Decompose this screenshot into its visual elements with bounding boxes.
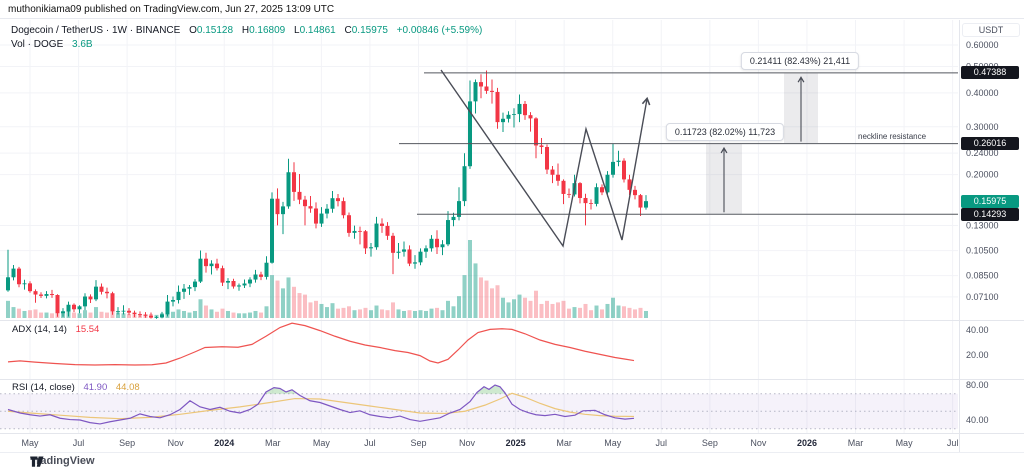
svg-text:40.00: 40.00 [966,325,989,335]
volume-bars [6,240,648,318]
svg-text:2025: 2025 [506,438,526,448]
svg-text:0.08500: 0.08500 [966,271,999,281]
svg-text:Jul: Jul [364,438,376,448]
svg-text:May: May [604,438,622,448]
adx-legend[interactable]: ADX (14, 14) 15.54 [12,324,99,335]
upper-measure-label[interactable]: 0.21411 (82.43%) 21,411 [740,52,860,70]
svg-text:0.20000: 0.20000 [966,170,999,180]
volume-value: 3.6B [72,39,93,50]
lower-measure-label[interactable]: 0.11723 (82.02%) 11,723 [665,123,785,141]
axis-tick-labels[interactable]: May Jul Sep Nov 2024 Mar May Jul Sep Nov 2025 Mar Ma… [21,40,998,448]
adx-title: ADX (14, 14) [12,324,67,335]
open-value: 0.15128 [196,25,234,36]
price-drawings[interactable] [399,69,958,248]
pane-separators [0,20,1024,453]
svg-text:Nov: Nov [459,438,476,448]
svg-text:Mar: Mar [556,438,572,448]
svg-text:0.60000: 0.60000 [966,40,999,50]
low-value: 0.14861 [299,25,336,36]
rsi-ma-value: 44.08 [115,382,140,393]
svg-text:Mar: Mar [265,438,281,448]
svg-text:May: May [21,438,39,448]
svg-text:0.10500: 0.10500 [966,246,999,256]
publish-note: muthonikiama09 published on TradingView.… [0,0,1024,19]
last-price-label: 0.15975 [961,194,1019,208]
currency-axis-header[interactable]: USDT [962,23,1020,37]
price-label-0.47388: 0.47388 [961,66,1019,79]
svg-text:May: May [896,438,914,448]
change-value: +0.00846 (+5.59%) [396,25,483,36]
rsi-band [0,393,958,430]
svg-text:Mar: Mar [848,438,864,448]
svg-text:0.30000: 0.30000 [966,122,999,132]
svg-text:0.40000: 0.40000 [966,88,999,98]
symbol-title[interactable]: Dogecoin / TetherUS · 1W · BINANCE [11,25,181,36]
close-value: 0.15975 [351,25,388,36]
svg-text:May: May [313,438,331,448]
price-label-0.14293: 0.14293 [961,208,1019,221]
svg-text:40.00: 40.00 [966,415,989,425]
indicator-lines [7,322,635,425]
svg-text:Jul: Jul [947,438,959,448]
tradingview-logo-icon [30,456,44,467]
svg-text:Nov: Nov [168,438,185,448]
open-label: O [189,25,197,36]
tradingview-brand-text: TradingView [30,455,95,467]
close-label: C [344,25,352,36]
candlesticks [6,70,648,319]
svg-text:Sep: Sep [702,438,718,448]
volume-label: Vol · DOGE [11,39,64,50]
rsi-legend[interactable]: RSI (14, close) 41.90 44.08 [12,382,140,393]
high-value: 0.16809 [249,25,286,36]
svg-text:80.00: 80.00 [966,380,989,390]
svg-text:Sep: Sep [119,438,135,448]
tradingview-brand[interactable]: TradingView [30,455,95,467]
svg-text:0.24000: 0.24000 [966,148,999,158]
svg-text:2026: 2026 [797,438,817,448]
svg-text:Nov: Nov [750,438,767,448]
rsi-value: 41.90 [83,382,108,393]
low-label: L [294,25,300,36]
adx-value: 15.54 [75,324,100,335]
price-label-0.26016: 0.26016 [961,137,1019,150]
svg-text:20.00: 20.00 [966,350,989,360]
symbol-legend[interactable]: Dogecoin / TetherUS · 1W · BINANCE O0.15… [11,25,482,36]
svg-text:Jul: Jul [656,438,668,448]
neckline-resistance-label[interactable]: neckline resistance [858,132,927,141]
svg-text:Sep: Sep [410,438,426,448]
svg-text:Jul: Jul [73,438,85,448]
rsi-title: RSI (14, close) [12,382,75,393]
svg-text:0.07100: 0.07100 [966,292,999,302]
svg-text:2024: 2024 [214,438,234,448]
svg-text:0.13000: 0.13000 [966,220,999,230]
volume-legend[interactable]: Vol · DOGE 3.6B [11,39,93,50]
high-label: H [241,25,250,36]
